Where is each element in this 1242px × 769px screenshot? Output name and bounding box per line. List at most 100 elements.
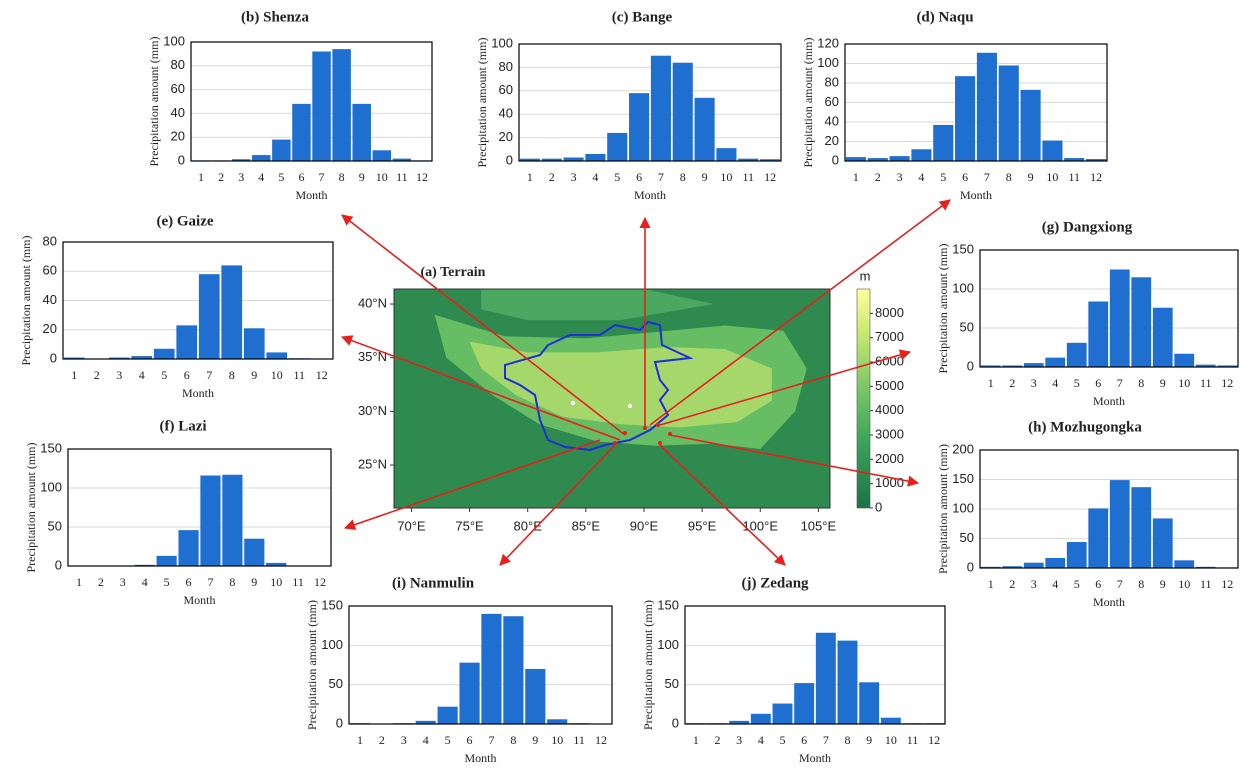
- y-tick-label: 30°N: [358, 403, 387, 418]
- chart-title: (g) Dangxiong: [1042, 219, 1133, 235]
- bar: [459, 663, 479, 724]
- x-tick-label: 9: [866, 733, 872, 747]
- x-tick-label: 10: [1178, 577, 1190, 591]
- bar: [178, 530, 198, 566]
- x-tick-label: 8: [339, 170, 345, 184]
- bar: [1021, 90, 1041, 161]
- bar: [1131, 487, 1151, 568]
- bar: [221, 265, 242, 359]
- x-tick-label: 1: [853, 170, 859, 184]
- bar: [816, 633, 836, 724]
- plot-frame: [519, 44, 781, 161]
- x-tick-label: 8: [510, 733, 516, 747]
- y-axis-label: Precipitation amount (mm): [936, 444, 950, 574]
- y-tick-label: 100: [817, 55, 839, 70]
- bar: [838, 641, 858, 724]
- bar: [292, 104, 310, 161]
- y-tick-label: 50: [329, 676, 343, 691]
- x-tick-label: 2: [218, 170, 224, 184]
- x-tick-label: 6: [184, 368, 190, 382]
- colorbar-tick-label: 8000: [875, 305, 904, 320]
- y-tick-label: 0: [50, 350, 57, 365]
- x-tick-label: 3: [571, 170, 577, 184]
- station: [643, 426, 647, 430]
- y-tick-label: 40: [825, 113, 839, 128]
- y-tick-label: 120: [817, 35, 839, 50]
- x-tick-label: 4: [1052, 376, 1058, 390]
- y-tick-label: 100: [321, 637, 343, 652]
- y-tick-label: 60: [825, 94, 839, 109]
- bar: [999, 65, 1019, 161]
- x-tick-label: 7: [658, 170, 664, 184]
- x-tick-label: 1: [988, 577, 994, 591]
- x-tick-label: 6: [636, 170, 642, 184]
- x-tick-label: 3: [120, 575, 126, 589]
- x-axis-label: Month: [799, 751, 831, 764]
- chart-title: (e) Gaize: [156, 213, 213, 229]
- bar: [1153, 308, 1173, 367]
- x-tick-label: 1: [988, 376, 994, 390]
- y-tick-label: 0: [967, 559, 974, 574]
- y-tick-label: 0: [178, 152, 185, 167]
- colorbar: [857, 289, 870, 508]
- y-tick-label: 200: [952, 441, 974, 456]
- x-tick-label: 4: [142, 575, 148, 589]
- x-tick-label: 11: [292, 575, 304, 589]
- x-tick-label: 5: [1074, 577, 1080, 591]
- y-tick-label: 150: [321, 597, 343, 612]
- bar: [1067, 343, 1087, 367]
- x-tick-label: 3: [116, 368, 122, 382]
- bar: [1174, 560, 1194, 568]
- x-tick-label: 10: [1046, 170, 1058, 184]
- x-tick-label: 7: [1117, 577, 1123, 591]
- x-tick-label: 9: [1160, 376, 1166, 390]
- map-title: (a) Terrain: [421, 265, 486, 280]
- x-tick-label: 12: [1221, 577, 1233, 591]
- x-tick-label: 7: [984, 170, 990, 184]
- bar: [651, 56, 671, 161]
- plot-frame: [349, 606, 612, 724]
- y-tick-label: 20: [825, 133, 839, 148]
- x-axis-label: Month: [1093, 394, 1125, 408]
- x-tick-label: 10: [885, 733, 897, 747]
- colorbar-tick-label: 3000: [875, 426, 904, 441]
- bar: [1110, 270, 1130, 368]
- x-tick-label: 3: [1031, 376, 1037, 390]
- x-tick-label: 3: [238, 170, 244, 184]
- bar: [890, 156, 910, 161]
- x-tick-label: 8: [229, 575, 235, 589]
- colorbar-tick-label: 4000: [875, 402, 904, 417]
- y-tick-label: 0: [832, 152, 839, 167]
- bar: [200, 476, 220, 566]
- x-tick-label: 8: [1006, 170, 1012, 184]
- station: [656, 423, 660, 427]
- x-tick-label: 9: [251, 575, 257, 589]
- station: [613, 441, 617, 445]
- y-tick-label: 150: [952, 471, 974, 486]
- x-tick-label: 7: [206, 368, 212, 382]
- x-tick-label: 105°E: [801, 518, 837, 533]
- y-tick-label: 100: [40, 479, 62, 494]
- y-tick-label: 0: [55, 557, 62, 572]
- x-tick-label: 100°E: [742, 518, 778, 533]
- y-axis-label: Precipitation amount (mm): [24, 443, 38, 573]
- x-tick-label: 9: [532, 733, 538, 747]
- bar: [1153, 518, 1173, 568]
- x-tick-label: 1: [76, 575, 82, 589]
- x-tick-label: 6: [467, 733, 473, 747]
- bar: [1088, 301, 1108, 367]
- x-tick-label: 5: [940, 170, 946, 184]
- x-tick-label: 12: [314, 575, 326, 589]
- x-tick-label: 11: [1200, 376, 1212, 390]
- x-tick-label: 9: [251, 368, 257, 382]
- bar: [794, 683, 814, 724]
- x-axis-label: Month: [295, 188, 327, 202]
- y-axis-label: Precipitation amount (mm): [147, 37, 161, 167]
- bar: [695, 98, 715, 161]
- bar: [547, 719, 567, 724]
- bar: [859, 682, 879, 724]
- bar: [911, 149, 931, 161]
- bar: [438, 707, 458, 724]
- x-tick-label: 75°E: [455, 518, 484, 533]
